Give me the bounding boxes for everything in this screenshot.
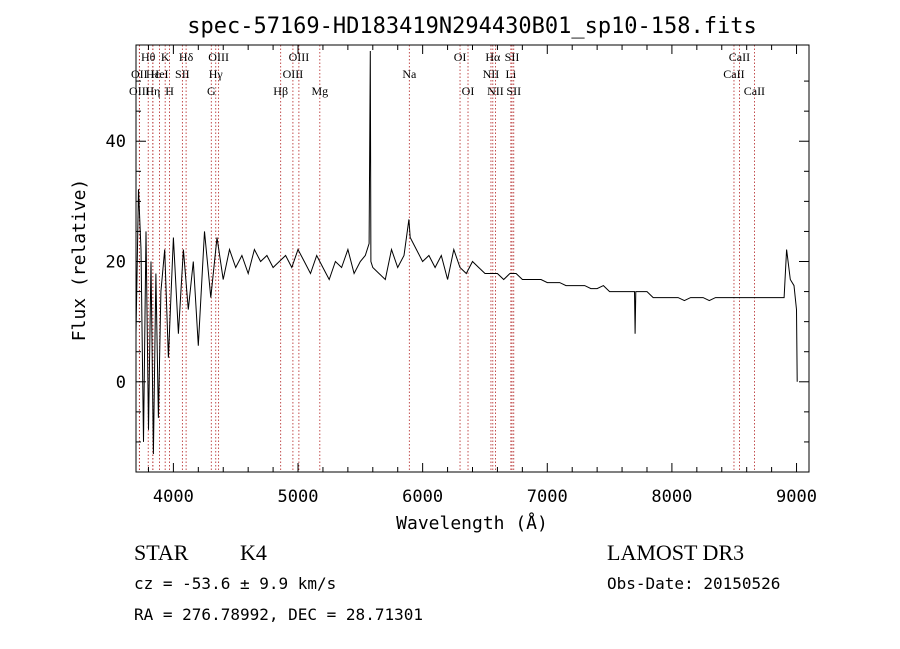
- x-tick-label-2: 6000: [402, 487, 443, 507]
- line-label-13: Hβ: [273, 84, 288, 98]
- x-axis-label: Wavelength (Å): [396, 512, 548, 534]
- line-label-20: Hα: [485, 50, 501, 64]
- line-label-17: Na: [402, 67, 417, 81]
- obs-date: Obs-Date: 20150526: [607, 574, 780, 593]
- line-label-18: OI: [454, 50, 467, 64]
- emission-line-labels: Hθ OII OIII Hε Hη K HeI H Hδ SII OIII Hγ G Hβ OIII OIII…: [129, 50, 765, 98]
- line-label-2: OIII: [129, 84, 150, 98]
- line-label-7: H: [165, 84, 174, 98]
- line-label-14: OIII: [289, 50, 310, 64]
- emission-line-markers: [138, 45, 755, 472]
- x-tick-label-3: 7000: [527, 487, 568, 507]
- plot-frame: [135, 44, 810, 473]
- line-label-3: Hε: [146, 67, 160, 81]
- line-label-19: OI: [462, 84, 475, 98]
- line-label-26: CaII: [729, 50, 750, 64]
- axis-ticks: [136, 45, 809, 472]
- y-tick-label-0: 0: [116, 373, 126, 393]
- line-label-21: NII: [483, 67, 500, 81]
- y-axis-label: Flux (relative): [69, 179, 90, 342]
- line-label-15: OIII: [283, 67, 304, 81]
- y-tick-label-2: 40: [106, 132, 126, 152]
- x-tick-label-0: 4000: [153, 487, 194, 507]
- line-label-8: Hδ: [179, 50, 194, 64]
- spectrum-line-0: [135, 50, 798, 455]
- line-label-11: Hγ: [209, 67, 224, 81]
- line-label-23: SII: [505, 50, 520, 64]
- line-label-27: CaII: [723, 67, 744, 81]
- redshift-cz: cz = -53.6 ± 9.9 km/s: [134, 574, 336, 593]
- x-tick-label-4: 8000: [651, 487, 692, 507]
- chart-title: spec-57169-HD183419N294430B01_sp10-158.f…: [187, 14, 757, 39]
- x-tick-label-1: 5000: [278, 487, 319, 507]
- spectrum-series: [135, 50, 798, 455]
- line-label-6: HeI: [151, 67, 169, 81]
- line-label-24: Li: [506, 67, 517, 81]
- line-label-1: OII: [131, 67, 148, 81]
- line-label-25: SII: [506, 84, 521, 98]
- y-tick-labels: 0 20 40: [106, 132, 126, 393]
- x-tick-labels: 4000 5000 6000 7000 8000 9000: [153, 487, 817, 507]
- object-subclass: K4: [240, 540, 267, 565]
- line-label-4: Hη: [145, 84, 160, 98]
- survey-name: LAMOST DR3: [607, 540, 744, 565]
- line-label-22: NII: [487, 84, 504, 98]
- line-label-12: G: [207, 84, 216, 98]
- y-tick-label-1: 20: [106, 253, 126, 273]
- line-label-16: Mg: [311, 84, 328, 98]
- line-label-0: Hθ: [141, 50, 156, 64]
- line-label-28: CaII: [744, 84, 765, 98]
- x-tick-label-5: 9000: [776, 487, 817, 507]
- line-label-5: K: [161, 50, 170, 64]
- object-class: STAR: [134, 540, 189, 565]
- line-label-9: SII: [175, 67, 190, 81]
- ra-dec: RA = 276.78992, DEC = 28.71301: [134, 605, 423, 624]
- line-label-10: OIII: [208, 50, 229, 64]
